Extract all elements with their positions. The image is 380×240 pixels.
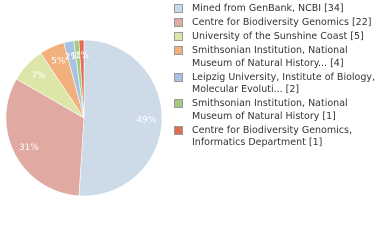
legend-item: Smithsonian Institution, National Museum…	[172, 98, 377, 123]
legend-item: Centre for Biodiversity Genomics [22]	[172, 17, 377, 30]
slice-label: 1%	[71, 51, 86, 61]
legend: Mined from GenBank, NCBI [34] Centre for …	[172, 3, 377, 151]
legend-label: Mined from GenBank, NCBI [34]	[192, 3, 344, 14]
legend-label: University of the Sunshine Coast [5]	[192, 31, 364, 42]
pie-slice	[78, 39, 163, 197]
legend-swatch	[174, 125, 183, 135]
legend-swatch	[174, 4, 183, 13]
legend-item: Smithsonian Institution, National Museum…	[172, 45, 377, 70]
legend-label: Leipzig University, Institute of Biology…	[192, 71, 376, 96]
slice-label: 2%	[65, 52, 80, 62]
legend-label: Centre for Biodiversity Genomics, Inform…	[192, 124, 352, 149]
legend-item: University of the Sunshine Coast [5]	[172, 31, 377, 44]
legend-label: Centre for Biodiversity Genomics [22]	[192, 17, 372, 28]
legend-swatch	[174, 32, 183, 41]
slice-label: 1%	[75, 51, 90, 61]
legend-item: Leipzig University, Institute of Biology…	[172, 72, 377, 97]
pie-slice	[5, 78, 85, 197]
pie-chart: 49% 31% 7% 5% 2%1%1%	[5, 39, 163, 197]
legend-item: Mined from GenBank, NCBI [34]	[172, 3, 377, 16]
legend-swatch	[174, 72, 183, 82]
slice-label: 31%	[19, 143, 39, 153]
pie-slice	[78, 39, 85, 119]
legend-item: Centre for Biodiversity Genomics, Inform…	[172, 125, 377, 150]
slice-label: 7%	[31, 71, 46, 81]
slice-label: 49%	[136, 116, 156, 126]
legend-swatch	[174, 99, 183, 108]
slice-label: 5%	[51, 57, 66, 67]
legend-label: Smithsonian Institution, National Museum…	[192, 45, 348, 69]
legend-swatch	[174, 18, 183, 27]
legend-label: Smithsonian Institution, National Museum…	[192, 98, 348, 122]
legend-swatch	[174, 46, 183, 55]
